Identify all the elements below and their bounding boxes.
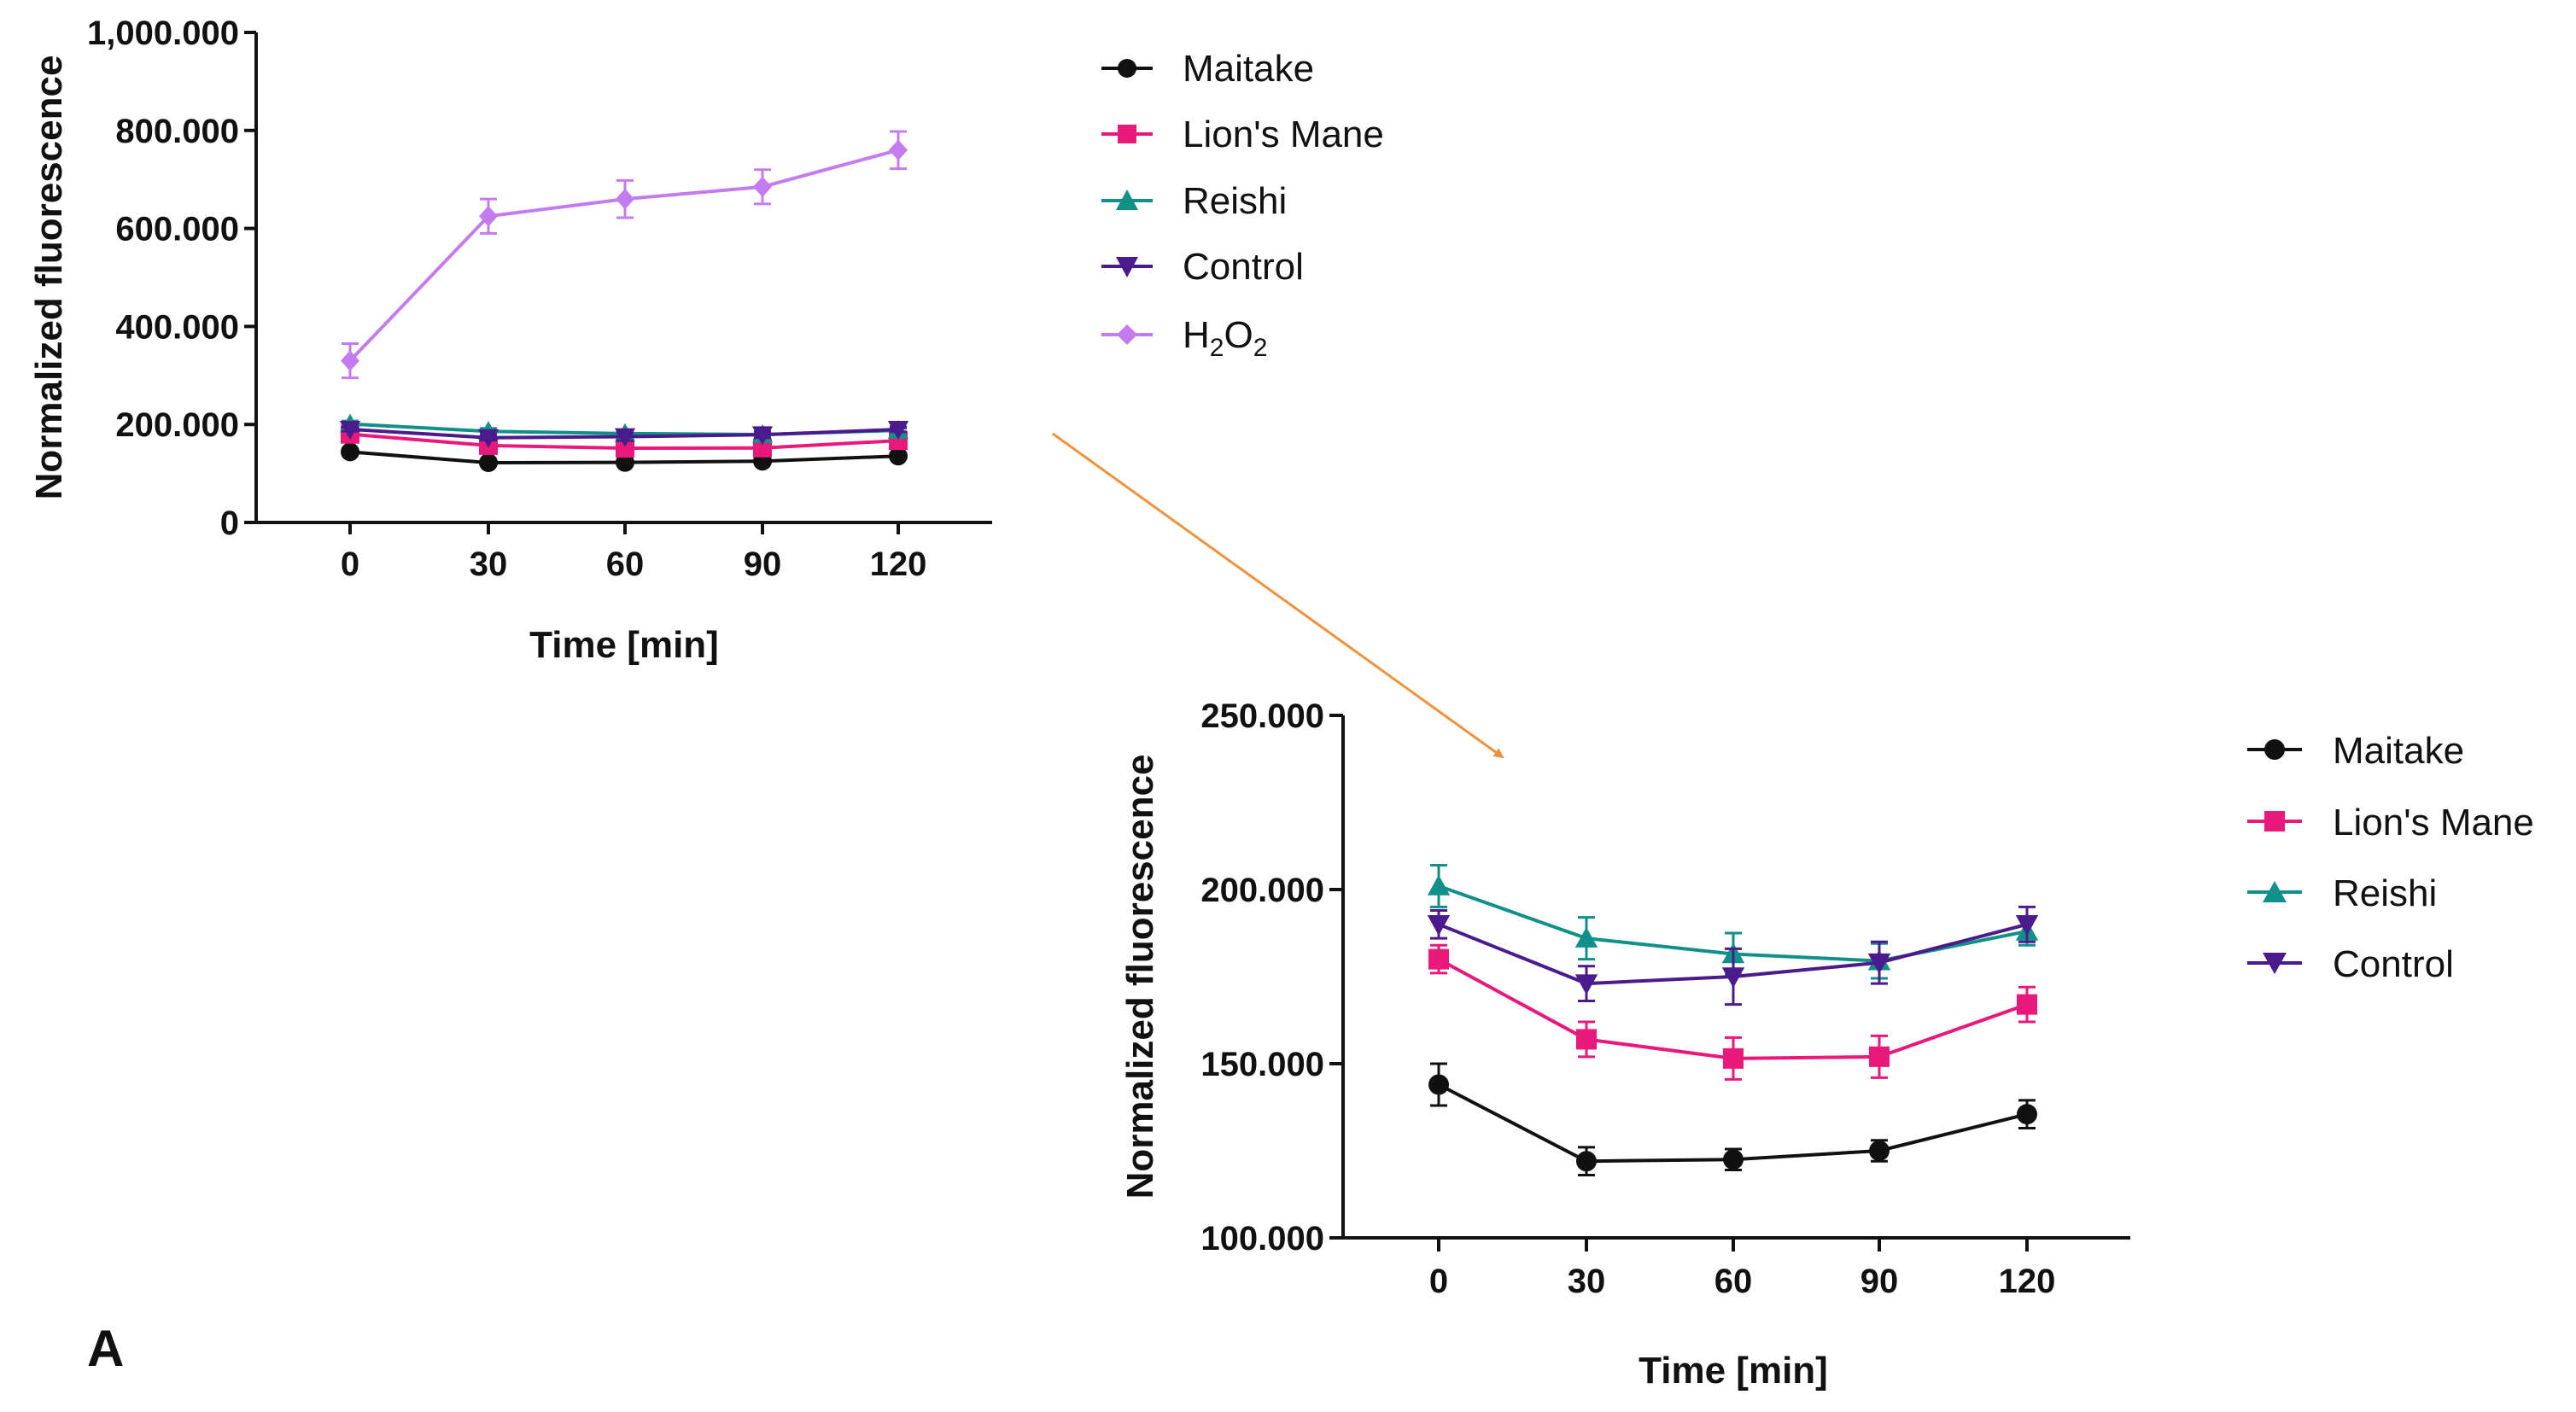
c1-point-reishi	[1427, 874, 1451, 896]
c1-point-maitake	[1869, 1141, 1890, 1161]
legend-marker-h2o2	[1117, 324, 1137, 345]
legend-entry-maitake: Maitake	[1101, 48, 1314, 90]
legend2-marker-lions-mane	[2264, 811, 2285, 831]
c0-point-control	[339, 421, 361, 441]
c0-ytick-label: 600.000	[115, 211, 239, 248]
legend-entry-reishi: Reishi	[1101, 180, 1287, 222]
c0-point-h2o2	[889, 139, 908, 160]
legend2-entry-control: Control	[2247, 943, 2454, 985]
c0-ytick-label: 800.000	[115, 113, 239, 150]
c1-ytick-label: 150.000	[1200, 1046, 1324, 1083]
c0-point-control	[887, 421, 909, 441]
c0-point-control	[477, 429, 499, 448]
legend2-entry-reishi: Reishi	[2247, 872, 2437, 914]
legend-label-control: Control	[1183, 246, 1304, 288]
legend2-marker-control	[2263, 953, 2287, 974]
legend-marker-lions-mane	[1118, 125, 1136, 143]
c0-series-maitake	[341, 442, 908, 472]
legend-marker-maitake	[1118, 59, 1136, 78]
legend2-marker-maitake	[2264, 739, 2285, 760]
legend2-label-maitake: Maitake	[2333, 730, 2464, 772]
c1-point-lion-s-mane	[1428, 948, 1449, 970]
c1-ytick-label: 200.000	[1200, 872, 1324, 909]
c1-xtick-label: 90	[1860, 1263, 1899, 1300]
c1-x-axis-label: Time [min]	[1638, 1350, 1828, 1392]
c1-series-control	[1427, 905, 2039, 1006]
panel-label: A	[87, 1320, 124, 1377]
c1-series-lion-s-mane	[1428, 943, 2037, 1081]
legend-label-h2o2: H2O2	[1183, 314, 1267, 362]
legend-entry-lions-mane: Lion's Mane	[1101, 114, 1384, 155]
c0-ytick-label: 200.000	[115, 406, 239, 444]
c0-x-axis-label: Time [min]	[529, 624, 719, 666]
c0-series-h2o2	[341, 130, 908, 380]
legend-marker-reishi	[1116, 190, 1138, 210]
c0-xtick-label: 90	[744, 546, 782, 583]
c1-xtick-label: 0	[1429, 1263, 1448, 1300]
c1-xtick-label: 30	[1568, 1263, 1606, 1300]
c0-xtick-label: 30	[470, 546, 508, 583]
c1-point-reishi	[1574, 926, 1598, 948]
legend2-entry-lions-mane: Lion's Mane	[2247, 802, 2534, 843]
c0-point-lion-s-mane	[753, 438, 772, 458]
c1-point-control	[2015, 915, 2039, 936]
c1-point-maitake	[1723, 1149, 1744, 1170]
c0-point-lion-s-mane	[616, 439, 634, 458]
legend-entry-control: Control	[1101, 246, 1304, 288]
c1-point-lion-s-mane	[1576, 1029, 1597, 1050]
c1-point-control	[1427, 915, 1451, 936]
legend-label-reishi: Reishi	[1183, 180, 1287, 222]
c1-point-maitake	[1428, 1074, 1449, 1095]
c0-point-h2o2	[616, 189, 634, 210]
c1-point-maitake	[1576, 1151, 1597, 1172]
c1-series-maitake	[1428, 1062, 2037, 1177]
c0-point-h2o2	[753, 176, 772, 197]
legend2-label-reishi: Reishi	[2333, 872, 2437, 914]
c0-series-control	[339, 421, 909, 448]
legend-full-range: Maitake Lion's Mane Reishi Control H2O2	[1101, 48, 1384, 362]
c1-point-control	[1721, 967, 1745, 989]
c1-xtick-label: 60	[1714, 1263, 1753, 1300]
c1-point-control	[1867, 953, 1891, 974]
c0-point-maitake	[479, 452, 498, 472]
chart-full-range: 0 200.000 400.000 600.000 800.000 1,000.000 0…	[28, 15, 992, 666]
c0-point-maitake	[341, 442, 359, 462]
legend2-marker-reishi	[2263, 881, 2287, 902]
c0-y-axis-label: Normalized fluorescence	[28, 55, 70, 500]
c0-point-maitake	[889, 446, 908, 466]
legend-zoomed: Maitake Lion's Mane Reishi Control	[2247, 730, 2534, 985]
legend2-label-lions-mane: Lion's Mane	[2333, 802, 2534, 843]
legend-marker-control	[1116, 257, 1138, 277]
c1-ytick-label: 100.000	[1200, 1220, 1324, 1257]
c1-point-control	[1574, 974, 1598, 995]
c1-xtick-label: 120	[1999, 1263, 2056, 1300]
c0-xtick-label: 60	[606, 546, 645, 583]
zoom-arrow	[1052, 432, 1504, 759]
c0-xtick-label: 0	[341, 546, 359, 583]
legend-label-maitake: Maitake	[1183, 48, 1314, 90]
c1-point-maitake	[2017, 1104, 2037, 1125]
c0-ytick-label: 0	[220, 505, 239, 542]
c0-point-control	[614, 428, 636, 447]
legend2-label-control: Control	[2333, 943, 2454, 985]
c0-point-control	[751, 426, 774, 446]
c1-point-lion-s-mane	[2017, 994, 2037, 1015]
c0-xtick-label: 120	[870, 546, 927, 583]
legend-entry-h2o2: H2O2	[1101, 314, 1267, 362]
legend2-entry-maitake: Maitake	[2247, 730, 2464, 772]
c0-point-h2o2	[341, 350, 359, 371]
c1-point-lion-s-mane	[1869, 1046, 1890, 1067]
c0-ytick-label: 1,000.000	[87, 15, 239, 52]
legend-label-lions-mane: Lion's Mane	[1183, 114, 1384, 155]
c1-point-lion-s-mane	[1723, 1047, 1744, 1069]
c1-y-axis-label: Normalized fluorescence	[1119, 755, 1161, 1199]
c0-point-h2o2	[479, 206, 498, 227]
c0-ytick-label: 400.000	[115, 308, 239, 346]
c0-point-maitake	[616, 452, 634, 472]
c1-ytick-label: 250.000	[1200, 697, 1324, 735]
